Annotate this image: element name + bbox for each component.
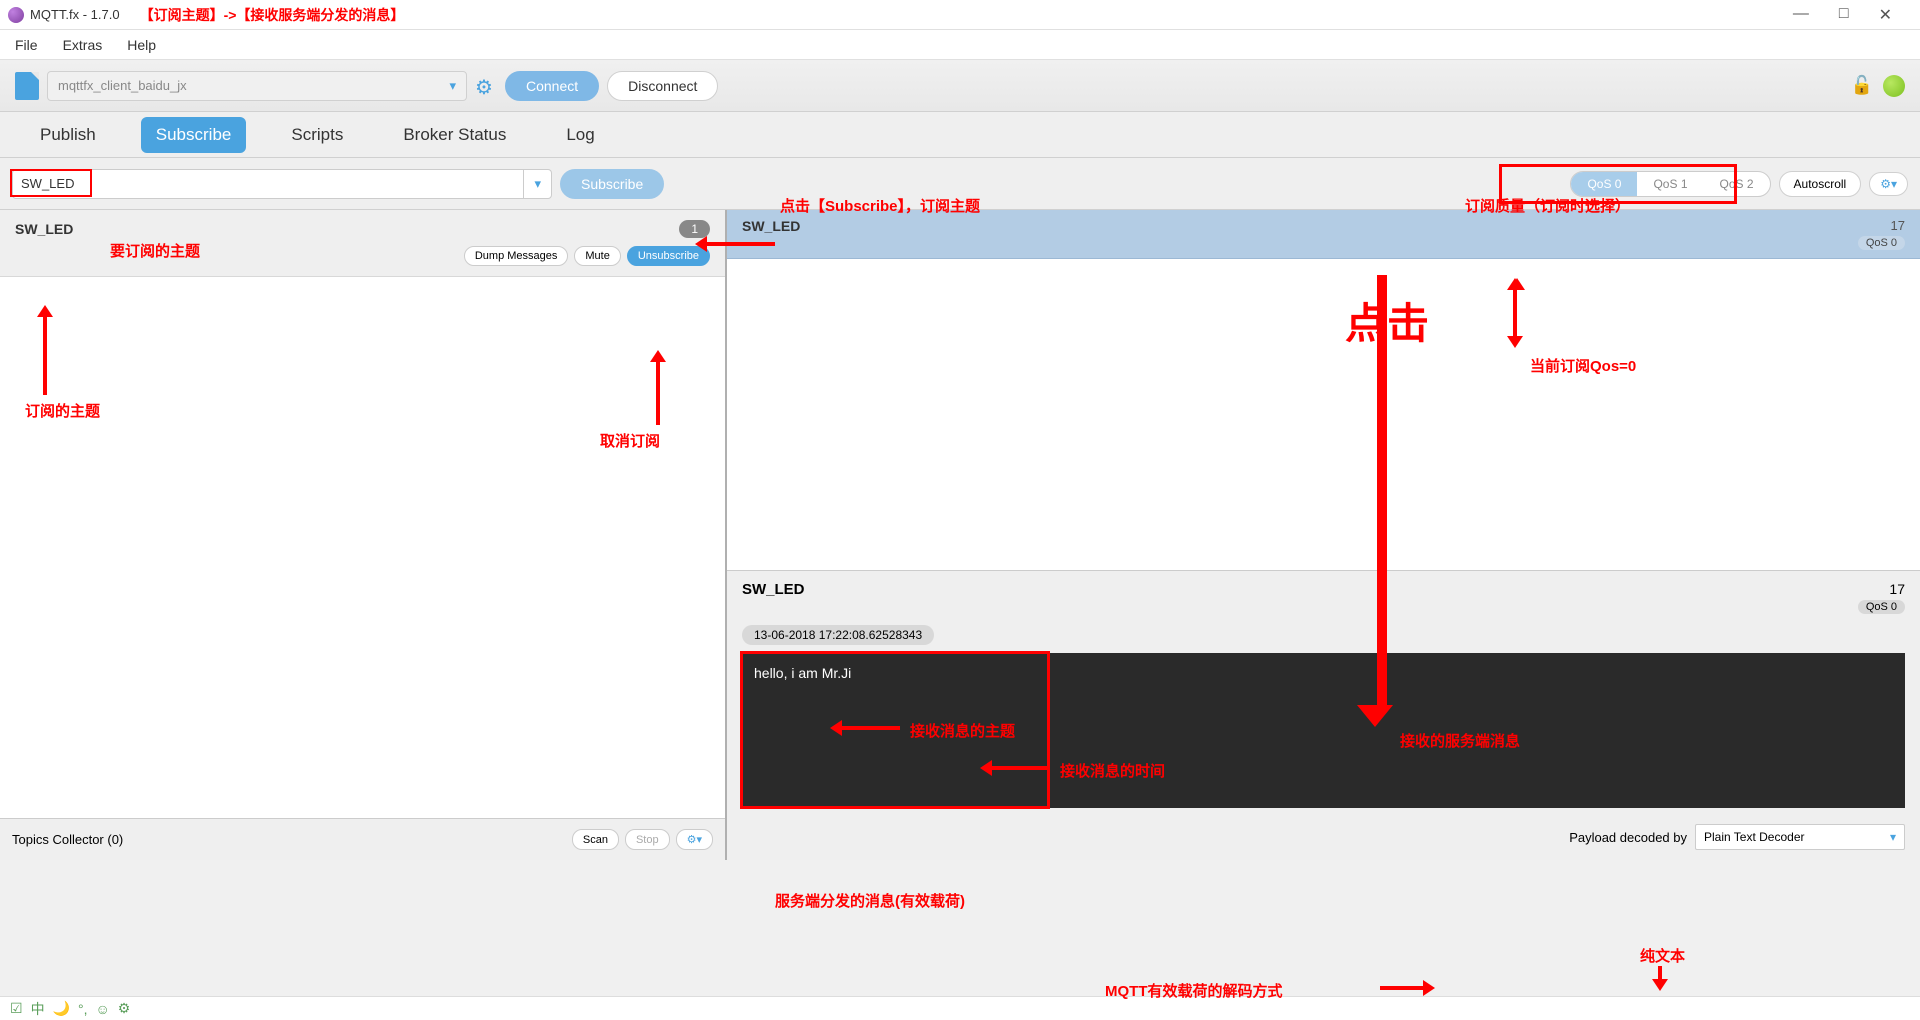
tab-scripts[interactable]: Scripts xyxy=(276,117,358,153)
tab-broker-status[interactable]: Broker Status xyxy=(388,117,521,153)
decoder-select[interactable]: Plain Text Decoder ▾ xyxy=(1695,824,1905,850)
annotation-arrow xyxy=(840,726,900,730)
chevron-down-icon: ▾ xyxy=(1890,830,1896,844)
payload-content: hello, i am Mr.Ji xyxy=(742,653,1905,808)
mute-button[interactable]: Mute xyxy=(574,246,620,266)
status-icon: °, xyxy=(78,1001,88,1017)
qos-1[interactable]: QoS 1 xyxy=(1637,172,1703,196)
message-list-header[interactable]: SW_LED 17 QoS 0 xyxy=(727,210,1920,259)
file-icon[interactable] xyxy=(15,72,39,100)
status-icon: 🌙 xyxy=(53,1000,70,1017)
qos-2[interactable]: QoS 2 xyxy=(1704,172,1770,196)
app-icon xyxy=(8,7,24,23)
message-index: 17 xyxy=(1891,218,1905,234)
detail-qos: QoS 0 xyxy=(1858,600,1905,614)
decoder-label: Payload decoded by xyxy=(1569,830,1687,845)
profile-value: mqttfx_client_baidu_jx xyxy=(58,78,187,93)
chevron-down-icon: ▾ xyxy=(449,78,456,94)
profile-select[interactable]: mqttfx_client_baidu_jx ▾ xyxy=(47,71,467,101)
dump-messages-button[interactable]: Dump Messages xyxy=(464,246,569,266)
chevron-down-icon[interactable]: ▾ xyxy=(523,170,551,198)
detail-index: 17 xyxy=(1858,581,1905,597)
qos-0[interactable]: QoS 0 xyxy=(1571,172,1637,196)
subscribe-toolbar: SW_LED ▾ Subscribe QoS 0 QoS 1 QoS 2 Aut… xyxy=(0,158,1920,210)
title-bar: MQTT.fx - 1.7.0 【订阅主题】->【接收服务端分发的消息】 — □… xyxy=(0,0,1920,30)
main-content: SW_LED 1 Dump Messages Mute Unsubscribe … xyxy=(0,210,1920,860)
message-detail: SW_LED 17 QoS 0 13-06-2018 17:22:08.6252… xyxy=(727,570,1920,860)
status-icon: 中 xyxy=(31,999,45,1019)
menu-bar: File Extras Help xyxy=(0,30,1920,60)
messages-panel: SW_LED 17 QoS 0 SW_LED 17 QoS 0 13-06-20… xyxy=(727,210,1920,860)
lock-icon[interactable]: 🔓 xyxy=(1851,75,1873,96)
window-title: MQTT.fx - 1.7.0 xyxy=(30,7,120,22)
gear-icon[interactable]: ⚙ xyxy=(475,75,497,97)
close-icon[interactable]: ✕ xyxy=(1879,5,1892,25)
tab-subscribe[interactable]: Subscribe xyxy=(141,117,247,153)
connection-status-icon xyxy=(1883,75,1905,97)
menu-file[interactable]: File xyxy=(15,37,38,53)
window-controls: — □ ✕ xyxy=(1793,5,1912,25)
stop-button[interactable]: Stop xyxy=(625,829,670,850)
tab-log[interactable]: Log xyxy=(551,117,609,153)
message-count-badge: 1 xyxy=(679,220,710,238)
subscription-topic: SW_LED xyxy=(15,221,73,237)
status-icon: ☑ xyxy=(10,1000,23,1017)
annotation-arrow xyxy=(990,766,1050,770)
message-topic: SW_LED xyxy=(742,218,800,234)
connect-button[interactable]: Connect xyxy=(505,71,599,101)
title-annotation: 【订阅主题】->【接收服务端分发的消息】 xyxy=(140,5,405,25)
annotation-text: 服务端分发的消息(有效载荷) xyxy=(775,890,965,911)
tab-publish[interactable]: Publish xyxy=(25,117,111,153)
menu-extras[interactable]: Extras xyxy=(63,37,103,53)
menu-help[interactable]: Help xyxy=(127,37,156,53)
status-icon: ☺ xyxy=(96,1001,110,1017)
topic-input-value: SW_LED xyxy=(13,176,82,191)
scan-button[interactable]: Scan xyxy=(572,829,619,850)
topic-input[interactable]: SW_LED ▾ xyxy=(12,169,552,199)
topics-collector-label: Topics Collector (0) xyxy=(12,832,123,847)
spacer xyxy=(0,277,725,818)
minimize-icon[interactable]: — xyxy=(1793,5,1809,25)
annotation-arrow xyxy=(43,315,47,395)
collector-config-button[interactable]: ⚙▾ xyxy=(676,829,713,850)
config-button[interactable]: ⚙▾ xyxy=(1869,172,1908,196)
annotation-arrow xyxy=(1380,986,1425,990)
detail-topic: SW_LED xyxy=(742,581,805,615)
annotation-arrow xyxy=(1658,966,1662,981)
annotation-text: 纯文本 xyxy=(1640,945,1685,966)
message-timestamp: 13-06-2018 17:22:08.62528343 xyxy=(742,625,934,645)
message-list-body xyxy=(727,259,1920,570)
subscription-item[interactable]: SW_LED 1 Dump Messages Mute Unsubscribe xyxy=(0,210,725,277)
maximize-icon[interactable]: □ xyxy=(1839,5,1849,25)
payload-text: hello, i am Mr.Ji xyxy=(754,665,851,681)
status-bar: ☑ 中 🌙 °, ☺ ⚙ xyxy=(0,996,1920,1020)
subscribe-button[interactable]: Subscribe xyxy=(560,169,664,199)
annotation-arrow xyxy=(656,360,660,425)
status-icon: ⚙ xyxy=(118,1000,131,1017)
main-tabs: Publish Subscribe Scripts Broker Status … xyxy=(0,112,1920,158)
message-qos: QoS 0 xyxy=(1858,236,1905,250)
decoder-value: Plain Text Decoder xyxy=(1704,830,1805,844)
unsubscribe-button[interactable]: Unsubscribe xyxy=(627,246,710,266)
disconnect-button[interactable]: Disconnect xyxy=(607,71,718,101)
qos-selector: QoS 0 QoS 1 QoS 2 xyxy=(1570,171,1770,197)
topics-collector-bar: Topics Collector (0) Scan Stop ⚙▾ xyxy=(0,818,725,860)
autoscroll-button[interactable]: Autoscroll xyxy=(1779,171,1862,197)
connection-toolbar: mqttfx_client_baidu_jx ▾ ⚙ Connect Disco… xyxy=(0,60,1920,112)
subscriptions-panel: SW_LED 1 Dump Messages Mute Unsubscribe … xyxy=(0,210,727,860)
